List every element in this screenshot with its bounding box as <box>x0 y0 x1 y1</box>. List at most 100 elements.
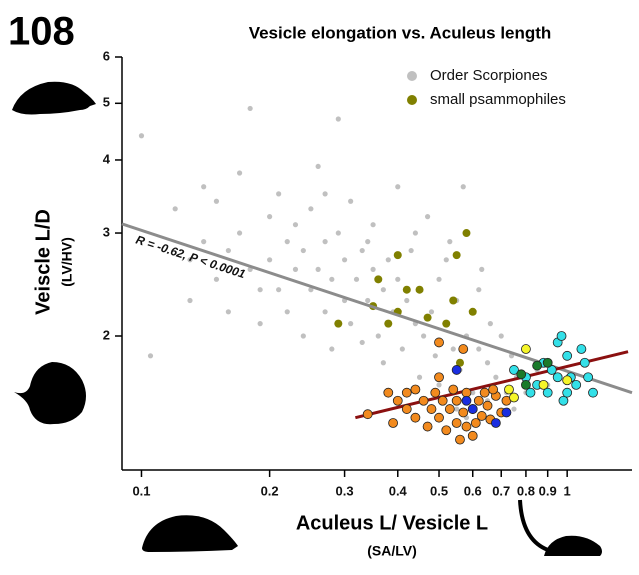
scatter-point <box>225 309 231 315</box>
scatter-point <box>488 384 499 395</box>
scatter-point <box>384 319 393 328</box>
silhouette-icon <box>142 515 238 552</box>
scatter-point <box>468 307 477 316</box>
scatter-point <box>490 418 501 428</box>
scatter-point <box>423 313 432 322</box>
scatter-point <box>434 412 444 423</box>
scatter-point <box>421 333 427 339</box>
scatter-point <box>443 257 449 263</box>
scatter-point <box>458 407 469 418</box>
scatter-point <box>322 309 328 315</box>
scatter-point <box>501 407 512 418</box>
scatter-point <box>362 409 373 420</box>
scatter-point <box>257 287 263 293</box>
scatter-point <box>451 365 462 375</box>
scatter-point <box>187 257 193 263</box>
scatter-point <box>374 275 383 284</box>
scatter-point <box>395 184 401 190</box>
scatter-point <box>392 395 403 406</box>
scatter-point <box>449 296 458 305</box>
scatter-point <box>422 421 433 432</box>
scatter-point <box>511 406 517 412</box>
x-axis-label: Aculeus L/ Vesicle L <box>296 512 488 534</box>
scatter-point <box>552 372 563 383</box>
scatter-point <box>385 257 391 263</box>
scatter-point <box>461 421 472 432</box>
scatter-point <box>452 251 461 260</box>
scatter-point <box>267 257 273 263</box>
scatter-point <box>236 170 243 176</box>
scatter-point <box>284 309 290 315</box>
scatter-point <box>236 230 243 236</box>
scatter-point <box>380 287 386 293</box>
scatter-point <box>300 333 306 339</box>
plot-area: 2 3 4 5 6 0.1 0.2 0.3 0.4 0.5 0.6 0.7 0.8 0.9 1 Order S… <box>103 48 633 498</box>
x-tick-label: 0.3 <box>336 483 354 498</box>
legend-marker <box>407 71 417 81</box>
scatter-point <box>470 418 481 428</box>
scatter-point <box>380 360 386 366</box>
scatter-point <box>532 360 543 371</box>
scatter-point <box>470 390 476 396</box>
silhouette-icon <box>14 362 86 425</box>
scatter-point <box>448 384 459 395</box>
scatter-point <box>292 266 299 272</box>
scatter-point <box>542 357 553 368</box>
scatter-point <box>322 239 328 245</box>
scatter-point <box>509 392 519 403</box>
scatter-point <box>588 387 598 398</box>
scatter-point <box>276 287 282 293</box>
y-tick-label: 6 <box>103 48 110 63</box>
scatter-point <box>213 198 220 204</box>
scatter-point <box>521 379 531 390</box>
scatter-point <box>365 239 371 245</box>
scatter-point <box>147 353 154 359</box>
scatter-point <box>504 384 514 395</box>
scatter-point <box>329 276 335 282</box>
scatter-point <box>516 369 527 380</box>
scatter-point <box>383 387 394 398</box>
silhouette-icon <box>518 499 549 552</box>
scatter-point <box>430 387 441 398</box>
y-axis-label: Veiscle L/D <box>32 209 54 315</box>
scatter-point <box>437 395 448 406</box>
scatter-point <box>257 321 263 327</box>
scatter-point <box>267 214 273 220</box>
silhouette-icon <box>544 535 602 556</box>
scatter-point <box>401 404 412 414</box>
scatter-point <box>509 365 519 375</box>
x-tick-label: 0.1 <box>132 483 150 498</box>
x-tick-label: 0.8 <box>517 483 535 498</box>
scatter-point <box>460 184 466 190</box>
y-tick-label: 4 <box>103 151 111 166</box>
scatter-point <box>388 418 398 428</box>
scatter-point <box>172 206 178 212</box>
scatter-point <box>556 331 567 341</box>
x-tick-label: 1 <box>564 483 571 498</box>
scatter-point <box>393 251 402 260</box>
scatter-point <box>308 206 314 212</box>
y-axis-sublabel: (LV/HV) <box>59 237 75 287</box>
figure-label: 108 <box>8 10 75 54</box>
x-tick-label: 0.5 <box>430 483 448 498</box>
scatter-point <box>138 133 145 139</box>
scatter-point <box>467 404 478 414</box>
scatter-point <box>334 319 343 328</box>
scatter-point <box>225 247 231 254</box>
scatter-point <box>424 214 431 220</box>
x-axis-sublabel: (SA/LV) <box>367 543 417 559</box>
scatter-point <box>408 247 414 254</box>
scatter-point <box>292 222 299 228</box>
scatter-point <box>479 387 490 398</box>
scatter-point <box>359 339 365 346</box>
x-tick-label: 0.4 <box>389 483 408 498</box>
scatter-point <box>402 285 411 294</box>
scatter-point <box>201 184 207 190</box>
scatter-point <box>479 266 485 272</box>
x-tick-label: 0.6 <box>464 483 482 498</box>
scatter-point <box>412 230 418 236</box>
scatter-point <box>348 321 354 327</box>
scatter-point <box>404 297 410 304</box>
scatter-point <box>476 287 482 293</box>
scatter-point <box>348 198 354 204</box>
